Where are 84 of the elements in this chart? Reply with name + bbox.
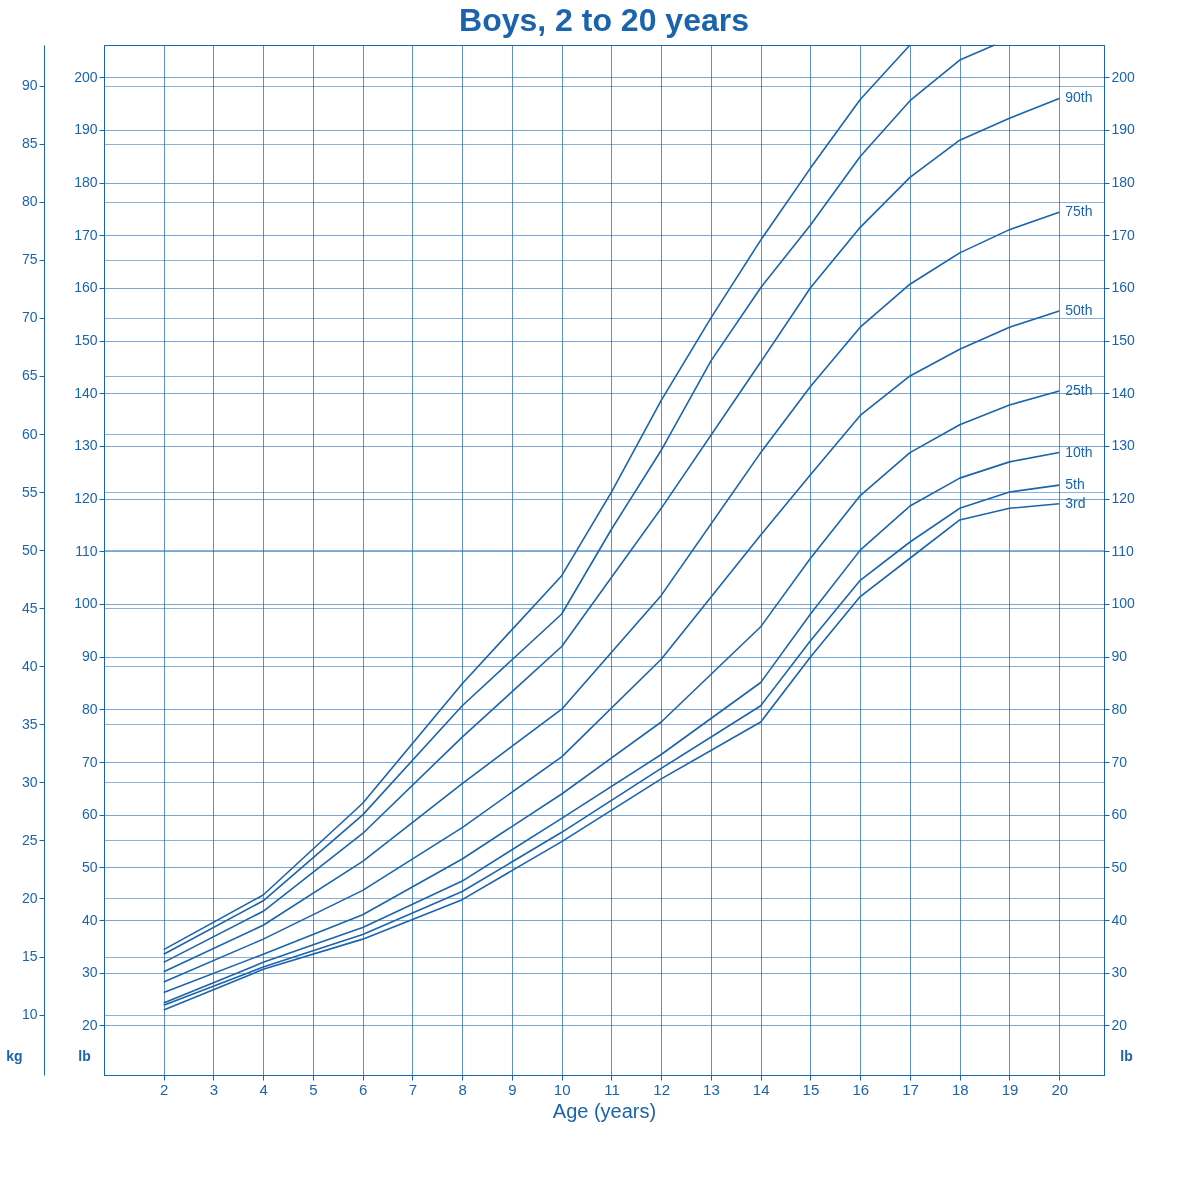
series-label: 10th: [1065, 443, 1093, 460]
y2-tick-label: 180: [74, 174, 98, 191]
y3-tick-label: 160: [1111, 279, 1136, 296]
y-tick-label: 55: [21, 483, 38, 500]
y3-tick-label: 120: [1111, 490, 1136, 507]
y3-tick-label: 20: [1111, 1016, 1128, 1033]
y2-tick-label: 160: [74, 279, 98, 296]
x-tick-label: 15: [802, 1080, 820, 1098]
x-tick-label: 5: [309, 1080, 318, 1098]
y-tick-label: 90: [21, 77, 38, 94]
y3-tick-label: 140: [1111, 384, 1136, 401]
x-tick-label: 19: [1001, 1080, 1019, 1098]
y2-axis-title: lb: [1120, 1047, 1133, 1064]
x-tick-label: 20: [1051, 1080, 1069, 1098]
y-tick-label: 60: [21, 425, 38, 442]
series-label: 50th: [1065, 301, 1093, 318]
y2-tick-label: 60: [81, 806, 98, 823]
y-tick-label: 45: [21, 599, 38, 616]
y3-tick-label: 70: [1111, 753, 1128, 770]
y-tick-label: 65: [21, 367, 38, 384]
y3-tick-label: 30: [1111, 964, 1128, 981]
series-label: 90th: [1065, 89, 1093, 106]
y-tick-label: 15: [21, 948, 38, 965]
y3-tick-label: 170: [1111, 226, 1136, 243]
x-axis-title: Age (years): [552, 1099, 657, 1122]
series-label: 75th: [1065, 203, 1093, 220]
y2-tick-label: 40: [81, 911, 98, 928]
x-tick-label: 4: [259, 1080, 268, 1098]
y3-axis-title: lb: [78, 1047, 91, 1064]
y3-tick-label: 150: [1111, 332, 1136, 349]
y-tick-label: 50: [21, 541, 38, 558]
y-tick-label: 30: [21, 773, 38, 790]
x-tick-label: 9: [508, 1080, 517, 1098]
y3-tick-label: 110: [1111, 542, 1135, 559]
x-tick-label: 17: [902, 1080, 919, 1098]
y3-tick-label: 100: [1111, 595, 1136, 612]
y-tick-label: 40: [21, 657, 38, 674]
y-tick-label: 70: [21, 309, 38, 326]
y2-tick-label: 170: [74, 226, 98, 243]
chart-title: Boys, 2 to 20 years: [459, 2, 749, 39]
y-tick-label: 35: [21, 715, 38, 732]
y2-tick-label: 90: [81, 648, 98, 665]
y-tick-label: 75: [21, 251, 38, 268]
x-tick-label: 14: [752, 1080, 770, 1098]
x-tick-label: 12: [653, 1080, 671, 1098]
y-tick-label: 20: [21, 889, 38, 906]
y3-tick-label: 80: [1111, 700, 1128, 717]
y-tick-label: 85: [21, 135, 38, 152]
y2-tick-label: 110: [75, 542, 98, 559]
y3-tick-label: 130: [1111, 437, 1136, 454]
x-tick-label: 7: [408, 1080, 418, 1098]
x-tick-label: 10: [553, 1080, 571, 1098]
x-tick-label: 2: [160, 1080, 169, 1098]
y2-tick-label: 30: [81, 964, 98, 981]
y2-tick-label: 200: [74, 68, 98, 85]
y2-tick-label: 80: [81, 700, 98, 717]
y-tick-label: 80: [21, 193, 38, 210]
y3-tick-label: 50: [1111, 858, 1128, 875]
y-axis-title: kg: [6, 1047, 23, 1064]
x-tick-label: 6: [359, 1080, 368, 1098]
y2-tick-label: 130: [74, 437, 98, 454]
x-tick-label: 13: [703, 1080, 720, 1098]
series-label: 5th: [1065, 476, 1085, 493]
y-tick-label: 25: [21, 831, 38, 848]
y3-tick-label: 180: [1111, 174, 1136, 191]
y2-tick-label: 140: [74, 384, 98, 401]
y3-tick-label: 90: [1111, 648, 1128, 665]
x-tick-label: 18: [951, 1080, 969, 1098]
y2-tick-label: 190: [74, 121, 98, 138]
x-tick-label: 3: [209, 1080, 219, 1098]
y2-tick-label: 20: [81, 1016, 98, 1033]
x-tick-label: 16: [852, 1080, 870, 1098]
y3-tick-label: 40: [1111, 911, 1128, 928]
x-tick-label: 11: [604, 1080, 620, 1098]
y-tick-label: 10: [21, 1006, 38, 1023]
y2-tick-label: 120: [74, 490, 98, 507]
y2-tick-label: 100: [74, 595, 98, 612]
y3-tick-label: 60: [1111, 806, 1128, 823]
y2-tick-label: 150: [74, 332, 98, 349]
y2-tick-label: 50: [81, 858, 98, 875]
y3-tick-label: 200: [1111, 68, 1136, 85]
y3-tick-label: 190: [1111, 121, 1136, 138]
y2-tick-label: 70: [81, 753, 98, 770]
x-tick-label: 8: [458, 1080, 467, 1098]
